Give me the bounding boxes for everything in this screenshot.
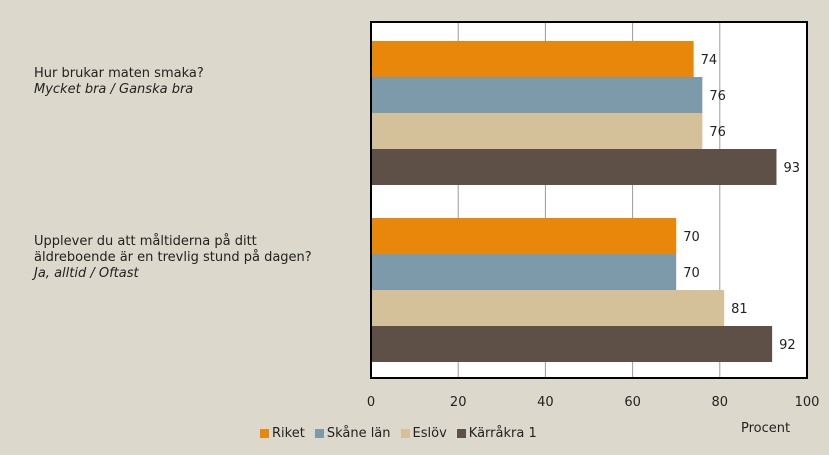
data-label: 74 [701, 53, 718, 68]
legend: Riket Skåne län Eslöv Kärråkra 1 [260, 426, 537, 441]
bar-k-rr-kra-1-1 [371, 149, 777, 185]
bar-esl-v-2 [371, 290, 725, 326]
data-label: 93 [783, 161, 800, 176]
legend-label: Kärråkra 1 [468, 426, 537, 441]
bar-k-rr-kra-1-2 [371, 326, 773, 362]
legend-swatch [314, 429, 324, 438]
x-tick-label: 100 [795, 395, 820, 410]
data-label: 81 [731, 302, 748, 317]
legend-item: Eslöv [400, 426, 447, 441]
data-label: 76 [709, 89, 726, 104]
legend-swatch [400, 429, 410, 438]
question-1-main: Hur brukar maten smaka? [34, 66, 204, 81]
legend-item: Kärråkra 1 [456, 426, 537, 441]
bar-sk-ne-l-n-2 [371, 254, 677, 290]
bar-riket-2 [371, 218, 677, 254]
legend-label: Riket [272, 426, 305, 441]
x-tick-label: 0 [367, 395, 375, 410]
data-label: 70 [683, 230, 700, 245]
legend-label: Eslöv [412, 426, 447, 441]
x-tick-label: 80 [712, 395, 729, 410]
plot-border [370, 21, 808, 379]
x-tick-label: 40 [537, 395, 554, 410]
question-1-sub: Mycket bra / Ganska bra [34, 82, 194, 97]
x-tick-label: 20 [450, 395, 467, 410]
bar-esl-v-1 [371, 113, 703, 149]
data-label: 76 [709, 125, 726, 140]
legend-swatch [260, 429, 269, 438]
question-2-text: Upplever du att måltiderna på ditt äldre… [34, 234, 324, 282]
data-label: 70 [683, 266, 700, 281]
bar-riket-1 [371, 41, 694, 77]
x-tick-label: 60 [624, 395, 641, 410]
legend-swatch [456, 429, 466, 438]
legend-label: Skåne län [326, 426, 391, 441]
question-2-main: Upplever du att måltiderna på ditt äldre… [34, 234, 312, 265]
question-2-sub: Ja, alltid / Oftast [34, 266, 139, 281]
legend-item: Skåne län [314, 426, 391, 441]
legend-item: Riket [260, 426, 305, 441]
bar-sk-ne-l-n-1 [371, 77, 703, 113]
question-1-text: Hur brukar maten smaka? Mycket bra / Gan… [34, 66, 204, 98]
x-axis-label: Procent [741, 421, 791, 436]
data-label: 92 [779, 338, 796, 353]
